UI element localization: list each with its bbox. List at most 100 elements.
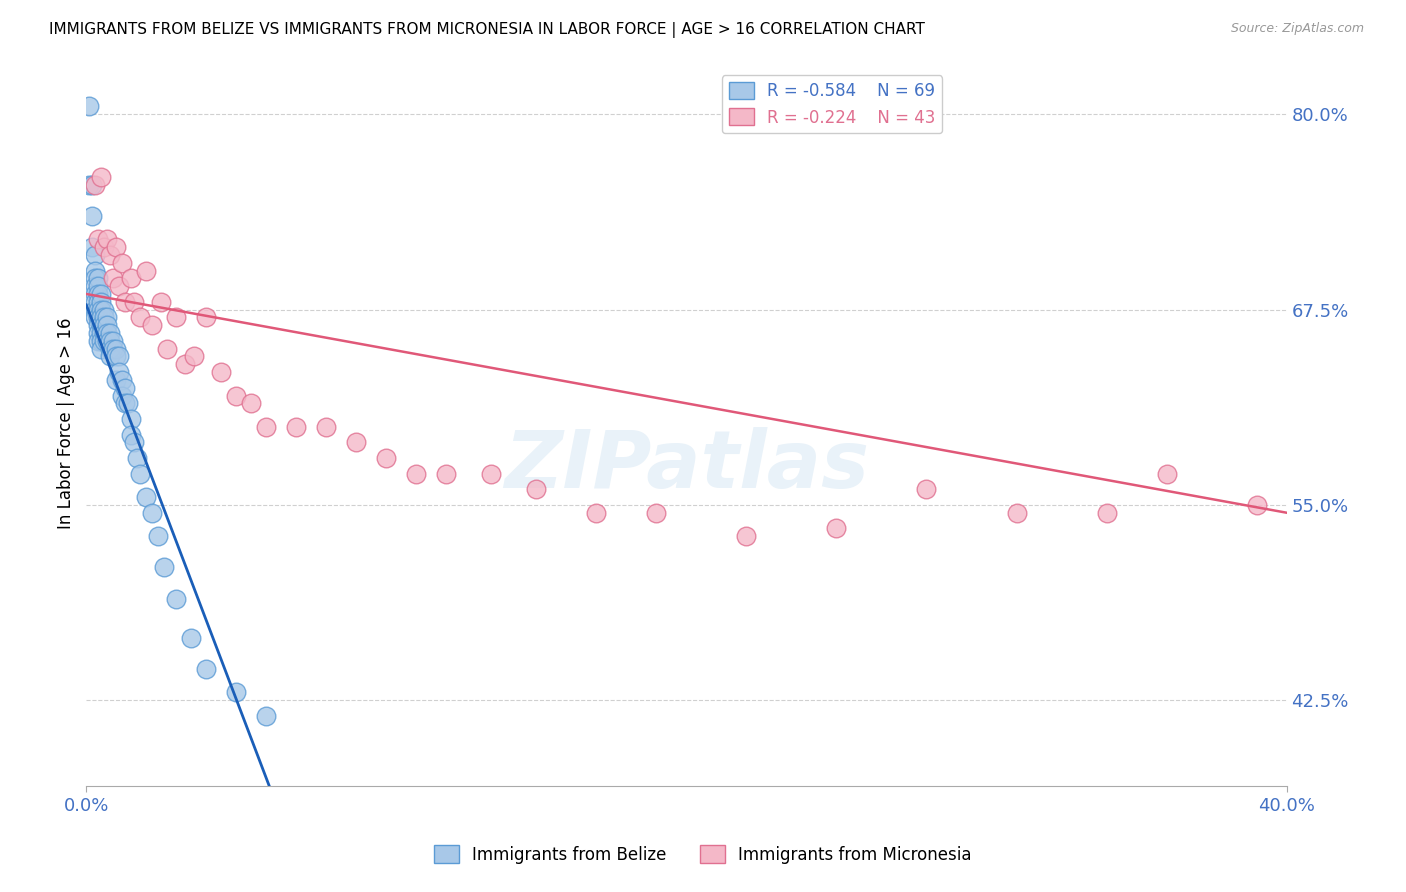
- Point: [645, 506, 668, 520]
- Point: [84, 271, 107, 285]
- Point: [96, 318, 118, 333]
- Point: [105, 342, 128, 356]
- Point: [84, 302, 107, 317]
- Point: [79, 178, 101, 192]
- Point: [825, 521, 848, 535]
- Point: [84, 294, 107, 309]
- Point: [111, 373, 134, 387]
- Point: [120, 427, 142, 442]
- Point: [156, 342, 179, 356]
- Point: [127, 450, 149, 465]
- Point: [108, 365, 131, 379]
- Point: [375, 450, 398, 465]
- Point: [103, 342, 125, 356]
- Point: [434, 467, 457, 481]
- Point: [87, 326, 110, 340]
- Point: [82, 240, 104, 254]
- Point: [96, 326, 118, 340]
- Point: [90, 342, 112, 356]
- Point: [254, 419, 277, 434]
- Point: [735, 529, 758, 543]
- Point: [93, 240, 115, 254]
- Point: [93, 302, 115, 317]
- Point: [135, 490, 157, 504]
- Point: [84, 279, 107, 293]
- Point: [90, 169, 112, 184]
- Point: [915, 483, 938, 497]
- Point: [98, 248, 121, 262]
- Point: [90, 310, 112, 325]
- Text: IMMIGRANTS FROM BELIZE VS IMMIGRANTS FROM MICRONESIA IN LABOR FORCE | AGE > 16 C: IMMIGRANTS FROM BELIZE VS IMMIGRANTS FRO…: [49, 22, 925, 38]
- Point: [114, 396, 136, 410]
- Point: [141, 318, 163, 333]
- Point: [120, 412, 142, 426]
- Point: [124, 294, 146, 309]
- Point: [183, 350, 205, 364]
- Point: [141, 506, 163, 520]
- Point: [87, 287, 110, 301]
- Point: [98, 326, 121, 340]
- Point: [84, 287, 107, 301]
- Point: [129, 310, 152, 325]
- Point: [108, 279, 131, 293]
- Point: [150, 294, 173, 309]
- Point: [1095, 506, 1118, 520]
- Point: [1005, 506, 1028, 520]
- Point: [405, 467, 427, 481]
- Text: ZIPatlas: ZIPatlas: [503, 427, 869, 506]
- Point: [90, 318, 112, 333]
- Point: [225, 388, 247, 402]
- Point: [87, 232, 110, 246]
- Point: [114, 294, 136, 309]
- Point: [96, 334, 118, 348]
- Point: [344, 435, 367, 450]
- Point: [240, 396, 263, 410]
- Point: [82, 178, 104, 192]
- Point: [103, 334, 125, 348]
- Point: [165, 310, 187, 325]
- Point: [124, 435, 146, 450]
- Point: [111, 256, 134, 270]
- Point: [114, 381, 136, 395]
- Point: [585, 506, 607, 520]
- Y-axis label: In Labor Force | Age > 16: In Labor Force | Age > 16: [58, 318, 75, 529]
- Point: [87, 302, 110, 317]
- Point: [180, 631, 202, 645]
- Point: [87, 310, 110, 325]
- Point: [93, 326, 115, 340]
- Point: [93, 310, 115, 325]
- Point: [90, 294, 112, 309]
- Point: [84, 263, 107, 277]
- Point: [103, 271, 125, 285]
- Point: [225, 685, 247, 699]
- Point: [90, 302, 112, 317]
- Point: [98, 342, 121, 356]
- Point: [87, 294, 110, 309]
- Point: [479, 467, 502, 481]
- Point: [1246, 498, 1268, 512]
- Point: [254, 709, 277, 723]
- Point: [87, 318, 110, 333]
- Point: [84, 248, 107, 262]
- Point: [165, 591, 187, 606]
- Point: [117, 396, 139, 410]
- Point: [84, 310, 107, 325]
- Legend: Immigrants from Belize, Immigrants from Micronesia: Immigrants from Belize, Immigrants from …: [427, 838, 979, 871]
- Point: [1156, 467, 1178, 481]
- Point: [129, 467, 152, 481]
- Point: [111, 388, 134, 402]
- Point: [135, 263, 157, 277]
- Point: [209, 365, 232, 379]
- Point: [108, 350, 131, 364]
- Point: [195, 310, 218, 325]
- Point: [105, 240, 128, 254]
- Point: [98, 350, 121, 364]
- Point: [82, 209, 104, 223]
- Point: [174, 357, 197, 371]
- Point: [148, 529, 170, 543]
- Point: [87, 279, 110, 293]
- Point: [90, 334, 112, 348]
- Point: [315, 419, 337, 434]
- Point: [93, 318, 115, 333]
- Point: [87, 334, 110, 348]
